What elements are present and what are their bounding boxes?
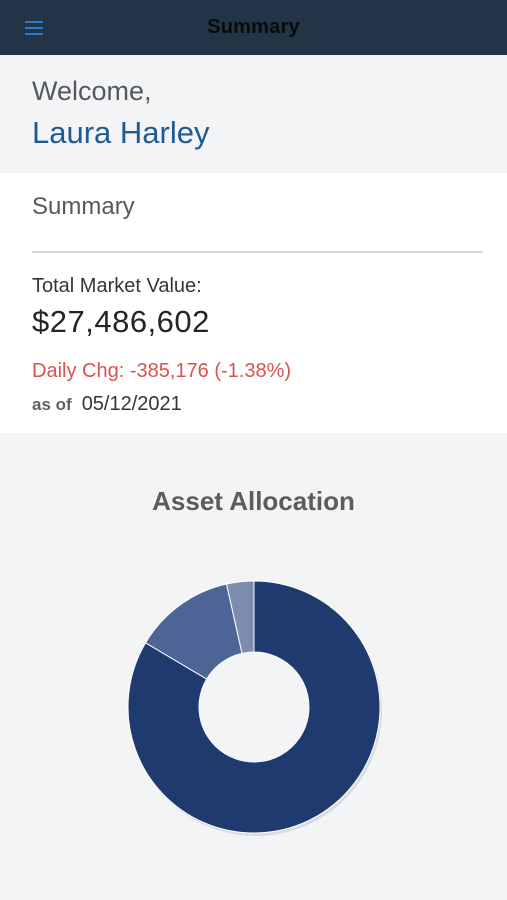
as-of-date: 05/12/2021: [81, 393, 182, 415]
donut-chart-svg: [127, 580, 382, 836]
as-of-row: as of 05/12/2021: [32, 393, 483, 416]
as-of-label: as of: [32, 395, 72, 414]
total-market-value-label: Total Market Value:: [32, 275, 202, 297]
user-name: Laura Harley: [32, 115, 210, 150]
top-navigation-bar: Summary: [0, 0, 507, 55]
donut-hole: [199, 652, 309, 762]
welcome-greeting: Welcome,: [32, 76, 152, 106]
chart-title: Asset Allocation: [152, 486, 355, 516]
page-title: Summary: [207, 16, 300, 38]
welcome-section: Welcome, Laura Harley: [0, 55, 507, 173]
summary-heading: Summary: [32, 193, 135, 220]
asset-allocation-section: Asset Allocation: [0, 433, 507, 900]
summary-card: Summary Total Market Value: $27,486,602 …: [0, 173, 507, 433]
asset-allocation-chart: [0, 433, 507, 900]
hamburger-menu-icon[interactable]: [18, 14, 50, 42]
daily-change: Daily Chg: -385,176 (-1.38%): [32, 360, 292, 382]
summary-divider: [32, 251, 483, 253]
total-market-value: $27,486,602: [32, 304, 210, 339]
